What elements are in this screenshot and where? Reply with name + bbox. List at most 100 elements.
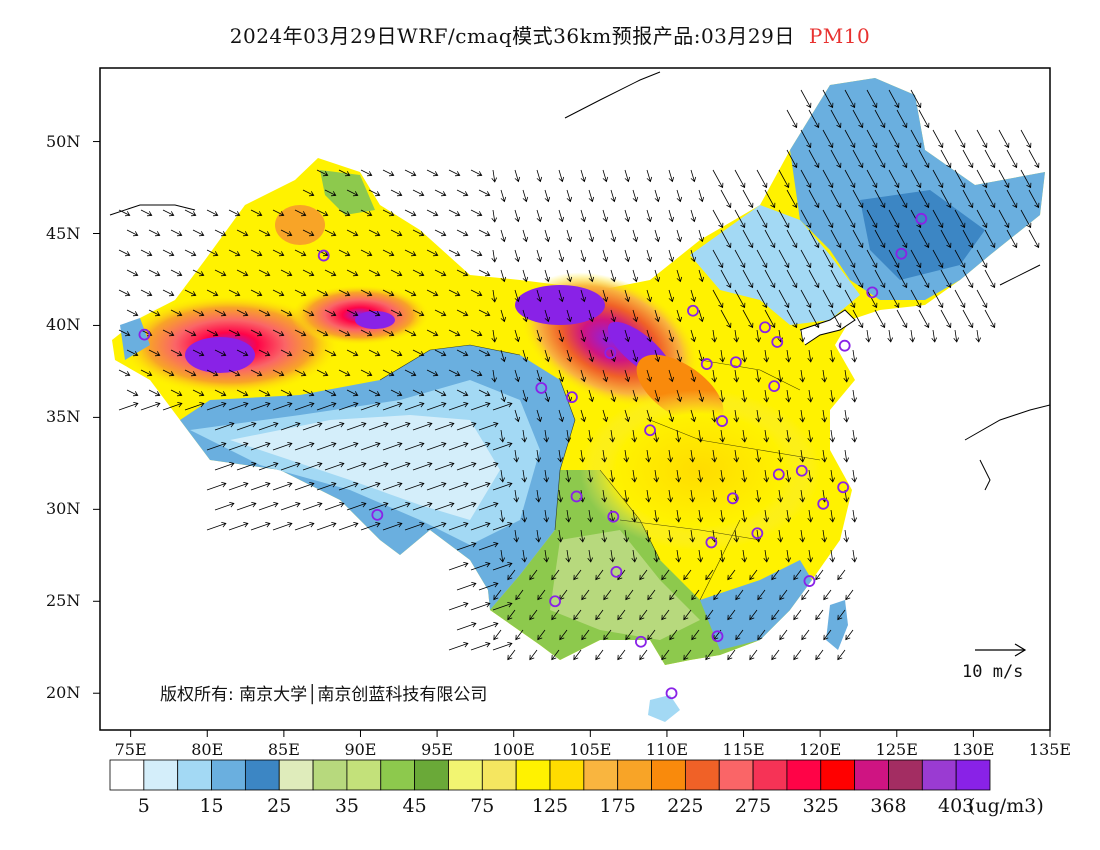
wind-arrow — [713, 589, 722, 601]
wind-arrow — [478, 581, 499, 591]
wind-arrow — [360, 369, 373, 377]
wind-arrow — [338, 329, 351, 337]
wind-arrow — [727, 569, 736, 581]
lat-label: 25N — [46, 591, 81, 611]
wind-arrow — [250, 441, 271, 451]
wind-arrow — [228, 441, 249, 451]
colorbar-label: 35 — [334, 795, 360, 817]
wind-arrow — [294, 209, 307, 217]
wind-arrow — [368, 389, 381, 397]
lat-label: 45N — [46, 223, 81, 243]
wind-arrow — [302, 461, 323, 471]
wind-arrow — [609, 469, 616, 483]
wind-arrow — [390, 229, 403, 237]
wind-arrow — [588, 229, 595, 243]
wind-arrow — [807, 389, 814, 403]
wind-arrow — [822, 249, 834, 269]
wind-arrow — [741, 389, 748, 403]
city-marker — [700, 358, 713, 370]
wind-arrow — [448, 209, 461, 217]
wind-arrow — [823, 589, 832, 601]
taiwan — [826, 600, 848, 650]
wind-arrow — [579, 529, 586, 543]
wind-arrow — [843, 529, 850, 543]
wind-arrow — [580, 369, 587, 383]
wind-arrow — [763, 509, 770, 523]
wind-arrow — [214, 229, 227, 237]
colorbar-label: 225 — [667, 795, 704, 817]
wind-arrow — [720, 269, 732, 289]
city-marker — [317, 249, 330, 262]
wind-arrow — [808, 149, 820, 169]
wind-arrow — [448, 289, 461, 297]
wind-arrow — [448, 601, 469, 611]
lon-label: 85E — [267, 740, 300, 759]
city-marker — [705, 536, 718, 549]
wind-arrow — [625, 629, 634, 641]
wind-arrow — [777, 449, 784, 463]
hainan — [648, 695, 680, 722]
wind-arrow — [601, 489, 608, 503]
wind-arrow — [368, 189, 381, 197]
wind-arrow — [888, 289, 900, 309]
wind-arrow — [294, 481, 315, 491]
wind-arrow — [932, 129, 944, 149]
wind-arrow — [851, 469, 858, 483]
wind-arrow — [719, 429, 726, 443]
wind-arrow — [280, 461, 301, 471]
wind-arrow — [500, 349, 507, 363]
northeast-clean-region — [790, 78, 1045, 300]
wind-arrow — [434, 421, 455, 431]
wind-arrow — [800, 89, 812, 109]
colorbar-label: 5 — [137, 795, 150, 817]
wind-arrow — [470, 169, 483, 177]
wind-arrow — [535, 449, 542, 463]
wind-arrow — [896, 109, 908, 129]
wind-arrow — [888, 129, 900, 149]
city-marker — [535, 382, 548, 394]
wind-arrow — [631, 469, 638, 483]
wind-arrow — [711, 449, 718, 463]
colorbar-label: 403 — [938, 795, 975, 817]
wind-arrow — [755, 409, 762, 423]
lat-label: 35N — [46, 407, 81, 427]
wind-arrow — [324, 461, 345, 471]
wind-arrow — [719, 509, 726, 523]
wind-arrow — [712, 249, 724, 269]
wind-arrow — [844, 249, 856, 269]
wind-arrow — [785, 349, 792, 363]
wind-arrow — [514, 209, 521, 223]
wind-arrow — [368, 461, 389, 471]
wind-arrow — [800, 169, 812, 189]
wind-arrow — [698, 309, 705, 323]
wind-arrow — [390, 389, 403, 397]
wind-arrow — [294, 521, 315, 531]
wind-arrow — [918, 109, 930, 129]
colorbar-swatch — [854, 759, 889, 791]
wind-arrow — [625, 589, 634, 601]
wind-arrow — [675, 429, 682, 443]
colorbar-swatch — [177, 759, 212, 791]
wind-arrow — [206, 401, 227, 411]
wind-arrow — [984, 269, 996, 289]
wind-arrow — [844, 289, 856, 309]
wind-arrow — [514, 369, 521, 383]
wind-arrow — [426, 209, 439, 217]
wind-arrow — [162, 329, 175, 337]
wind-arrow — [118, 401, 139, 411]
wind-arrow — [777, 489, 784, 503]
wind-arrow — [338, 369, 351, 377]
wind-arrow — [683, 609, 692, 621]
wind-arrow — [294, 289, 307, 297]
wind-arrow — [940, 189, 952, 209]
wind-arrow — [250, 369, 263, 377]
lon-label: 135E — [1028, 740, 1072, 759]
wind-arrow — [771, 609, 780, 621]
wind-arrow — [580, 209, 587, 223]
wind-arrow — [734, 169, 746, 189]
wind-arrow — [690, 329, 697, 343]
wind-arrow — [808, 309, 820, 329]
wind-arrow — [764, 189, 776, 209]
wind-arrow — [390, 269, 403, 277]
wind-arrow — [581, 629, 590, 641]
